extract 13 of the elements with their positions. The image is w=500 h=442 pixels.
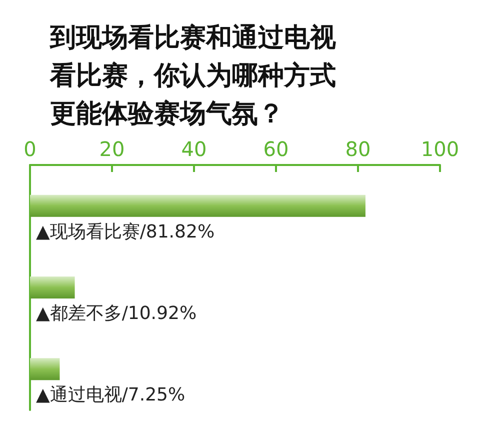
bar (30, 358, 60, 380)
bar (30, 276, 75, 298)
x-tick-label: 40 (181, 137, 207, 161)
data-label: ▲现场看比赛/81.82% (36, 221, 215, 242)
data-label: ▲通过电视/7.25% (36, 384, 186, 406)
chart-title: 到现场看比赛和通过电视看比赛，你认为哪种方式更能体验赛场气氛？ (49, 23, 336, 129)
x-tick-label: 20 (99, 137, 125, 161)
x-tick-label: 60 (263, 137, 289, 161)
x-tick-label: 100 (420, 137, 460, 161)
data-label: ▲都差不多/10.92% (36, 303, 197, 324)
x-tick-label: 80 (345, 137, 371, 161)
bar (30, 194, 366, 217)
x-tick-label: 0 (24, 137, 36, 161)
